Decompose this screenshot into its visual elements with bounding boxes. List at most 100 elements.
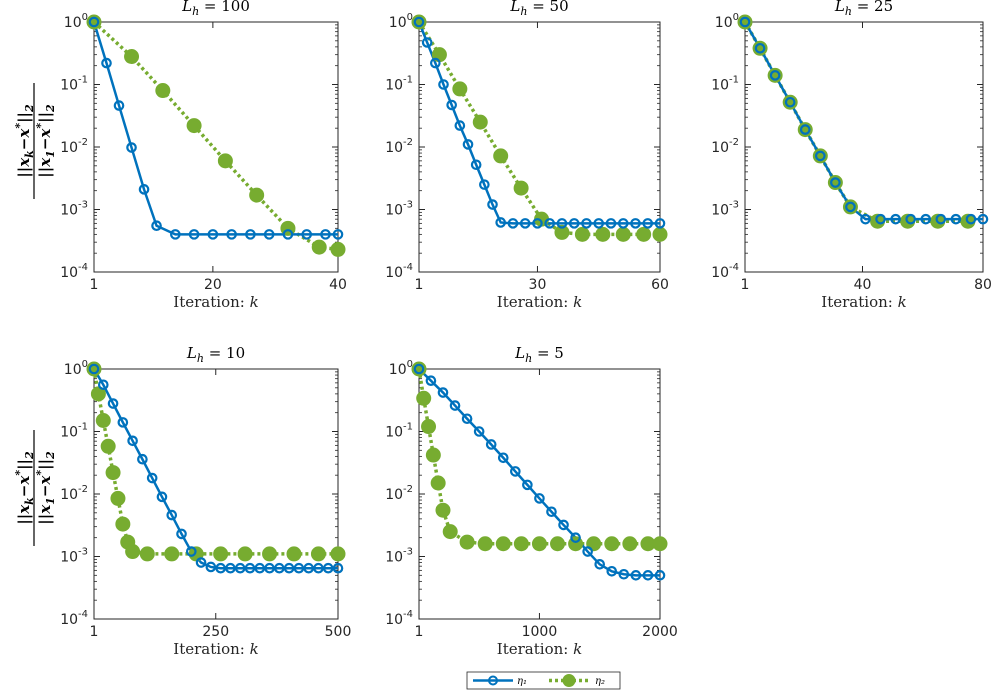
series-eta2-point: [459, 534, 475, 550]
series-eta1-point: [754, 42, 766, 54]
series-eta2-point: [311, 239, 327, 255]
y-tick-label: 10-2: [711, 137, 739, 156]
series-eta1-point: [593, 218, 605, 229]
series-eta2-point: [330, 241, 346, 257]
series-eta1-point: [461, 413, 473, 425]
x-tick-label: 1: [90, 277, 99, 293]
series-eta1-point: [495, 217, 506, 228]
series-eta2-point: [604, 536, 620, 552]
series-eta1-point: [107, 398, 119, 409]
subplot-4: 10-4 10-3 10-2 10-1 100 1 250 500 Lh = 10 Iterati…: [13, 344, 351, 658]
series-eta1-point: [606, 565, 618, 577]
y-tick-label: 10-2: [385, 137, 413, 156]
y-tick-label: 10-1: [60, 75, 88, 94]
series-eta1-point: [905, 213, 916, 225]
series-eta2-point: [115, 516, 131, 532]
series-eta1-point: [254, 562, 266, 574]
x-tick-label: 250: [202, 624, 229, 640]
series-eta1-point: [438, 79, 449, 90]
x-tick-label: 30: [529, 277, 547, 293]
series-eta1-line: [92, 21, 338, 236]
series-eta1-point: [225, 562, 236, 574]
series-eta1-point: [449, 400, 461, 411]
series-eta1-point: [313, 562, 324, 574]
y-tick-label: 100: [389, 359, 413, 378]
series-eta1-point: [845, 201, 856, 213]
subplot-1: 10-4 10-3 10-2 10-1 100 1 20 40 Lh = 100 Iteratio…: [13, 0, 347, 311]
series-eta2-point: [155, 83, 171, 99]
series-eta1-point: [226, 229, 237, 240]
series-eta1-point: [556, 218, 568, 229]
series-eta1-point: [605, 218, 617, 229]
y-tick-label: 10-4: [60, 262, 88, 281]
series-eta2-point: [615, 226, 631, 242]
x-tick-label: 40: [854, 277, 872, 293]
series-eta1-point: [195, 557, 207, 568]
series-eta1-point: [568, 218, 580, 229]
legend-eta2-label: η₂: [595, 676, 605, 687]
series-eta2-point: [286, 546, 302, 562]
series-eta1-point: [166, 509, 178, 521]
series-eta1-point: [113, 100, 125, 111]
series-eta2-point: [213, 546, 229, 562]
series-eta1-point: [101, 57, 112, 69]
series-eta1-point: [301, 229, 313, 240]
series-eta1-point: [332, 562, 344, 574]
series-eta1-point: [413, 363, 425, 375]
series-eta2-point: [495, 536, 511, 552]
series-eta1-point: [245, 229, 256, 240]
x-tick-label: 40: [329, 277, 347, 293]
series-eta2-point: [513, 536, 529, 552]
series-eta1-point: [332, 229, 344, 240]
svg-text:||xk−x*||2: ||xk−x*||2: [13, 451, 36, 525]
series-eta1-point: [510, 466, 521, 477]
series-eta1-point: [244, 562, 256, 574]
series-eta1-point: [322, 562, 334, 574]
x-axis-label: Iteration: k: [173, 293, 258, 311]
y-tick-label: 10-3: [385, 200, 413, 219]
series-eta1-point: [207, 229, 219, 240]
series-eta1-point: [274, 562, 285, 574]
series-eta1-point: [618, 568, 630, 580]
series-eta1-point: [497, 452, 509, 464]
series-eta1-point: [920, 213, 932, 225]
series-eta1-point: [88, 363, 100, 375]
y-tick-label: 10-1: [711, 75, 739, 94]
legend-box: [466, 671, 621, 690]
y-tick-label: 10-4: [385, 262, 413, 281]
x-tick-label: 1000: [522, 624, 558, 640]
series-eta2-point: [217, 153, 233, 169]
x-axis-label: Iteration: k: [821, 293, 906, 311]
series-eta1-point: [186, 546, 197, 557]
series-eta1-point: [97, 379, 109, 391]
series-eta1-point: [769, 70, 781, 81]
series-eta2-point: [310, 546, 326, 562]
series-eta2-point: [550, 536, 566, 552]
series-eta2-point: [595, 226, 611, 242]
x-axis-label: Iteration: k: [497, 293, 582, 311]
series-eta2-line: [92, 20, 339, 252]
series-eta1-point: [215, 562, 226, 574]
y-tick-label: 10-4: [60, 609, 88, 628]
series-eta1-point: [127, 435, 138, 447]
x-axis-label: Iteration: k: [173, 640, 258, 658]
x-tick-label: 80: [974, 277, 992, 293]
series-eta1-point: [784, 96, 796, 108]
svg-text:||x1−x*||2: ||x1−x*||2: [34, 104, 57, 178]
series-eta1-point: [815, 150, 826, 162]
series-eta2-point: [125, 544, 141, 560]
series-eta1-point: [282, 229, 294, 240]
chart-title: Lh = 25: [834, 0, 893, 18]
series-eta2-point: [435, 502, 451, 518]
series-eta1-point: [890, 213, 901, 225]
series-eta1-point: [421, 37, 433, 48]
series-eta1-point: [454, 120, 466, 131]
series-eta2-point: [513, 180, 529, 196]
series-eta1-point: [205, 561, 217, 573]
series-eta1-point: [965, 213, 977, 225]
series-eta1-point: [234, 562, 246, 574]
series-eta2-point: [262, 546, 278, 562]
series-eta1-point: [487, 199, 498, 210]
series-eta1-point: [446, 99, 457, 111]
